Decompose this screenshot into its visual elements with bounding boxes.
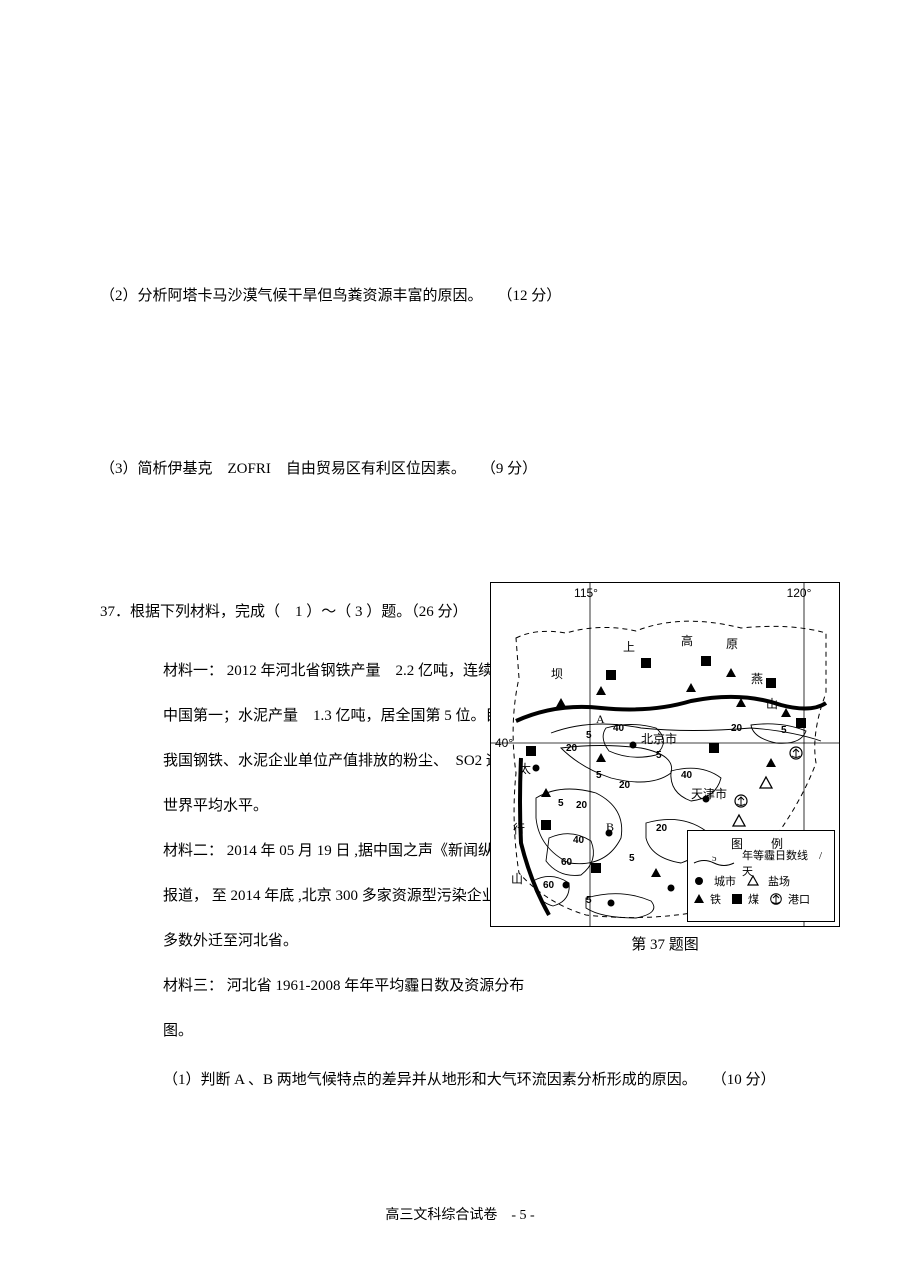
svg-text:行: 行: [513, 822, 525, 836]
legend-salt-label: 盐场: [768, 873, 830, 889]
page-footer: 高三文科综合试卷 - 5 -: [0, 1204, 920, 1224]
svg-text:20: 20: [731, 723, 743, 734]
svg-text:山: 山: [766, 697, 778, 711]
material-2-label: 材料二：: [163, 843, 223, 859]
q36-part2: （2）分析阿塔卡马沙漠气候干旱但鸟粪资源丰富的原因。 （12 分）: [100, 280, 820, 313]
material-1-text: 2012 年河北省钢铁产量 2.2 亿吨，连续 12 年中国第一；水泥产量 1.…: [163, 663, 531, 814]
svg-text:5: 5: [781, 725, 787, 736]
q37-part1: （1）判断 A 、B 两地气候特点的差异并从地形和大气环流因素分析形成的原因。 …: [163, 1064, 820, 1097]
svg-text:5: 5: [596, 770, 602, 781]
legend-row-isoline: 5 年等霾日数线 /天: [692, 854, 830, 872]
svg-text:坝: 坝: [551, 667, 563, 681]
svg-text:上: 上: [623, 640, 635, 654]
material-2: 材料二： 2014 年 05 月 19 日 ,据中国之声《新闻纵横》 报道， 至…: [163, 829, 533, 964]
svg-text:5: 5: [629, 853, 635, 864]
svg-text:北京市: 北京市: [641, 731, 677, 746]
svg-text:5: 5: [558, 798, 564, 809]
svg-text:20: 20: [576, 800, 588, 811]
svg-text:60: 60: [561, 857, 573, 868]
svg-text:燕: 燕: [751, 672, 763, 686]
svg-text:A: A: [596, 712, 605, 726]
legend-port-label: 港口: [788, 891, 830, 907]
svg-text:B: B: [606, 820, 614, 834]
q37-number: 37．: [100, 604, 130, 620]
svg-text:120°: 120°: [787, 586, 812, 600]
material-3-label: 材料三：: [163, 978, 223, 994]
svg-text:5: 5: [586, 895, 592, 906]
material-1: 材料一： 2012 年河北省钢铁产量 2.2 亿吨，连续 12 年中国第一；水泥…: [163, 649, 533, 829]
legend-coal-label: 煤: [748, 891, 764, 907]
map-caption: 第 37 题图: [490, 933, 840, 954]
svg-text:40: 40: [573, 835, 585, 846]
svg-text:40°: 40°: [495, 736, 513, 750]
exam-page: （2）分析阿塔卡马沙漠气候干旱但鸟粪资源丰富的原因。 （12 分） （3）简析伊…: [0, 0, 920, 1274]
material-1-label: 材料一：: [163, 663, 223, 679]
svg-text:原: 原: [726, 637, 738, 651]
svg-text:40: 40: [613, 723, 625, 734]
map-container: 坝上高原燕山北京市天津市太行山AB52040520540205205406060…: [490, 582, 840, 954]
legend-row-city-salt: 城市 盐场: [692, 872, 830, 890]
svg-text:5: 5: [712, 856, 717, 863]
legend-box: 图 例 5 年等霾日数线 /天 城市 盐场 铁 煤 港口: [687, 830, 835, 922]
svg-text:40: 40: [681, 770, 693, 781]
svg-text:20: 20: [656, 823, 668, 834]
svg-text:20: 20: [566, 743, 578, 754]
svg-text:5: 5: [586, 730, 592, 741]
legend-iron-label: 铁: [710, 891, 726, 907]
svg-text:高: 高: [681, 633, 693, 648]
svg-text:山: 山: [511, 872, 523, 886]
q36-part3: （3）简析伊基克 ZOFRI 自由贸易区有利区位因素。 （9 分）: [100, 453, 820, 486]
svg-text:60: 60: [543, 880, 555, 891]
svg-text:5: 5: [656, 750, 662, 761]
map-frame: 坝上高原燕山北京市天津市太行山AB52040520540205205406060…: [490, 582, 840, 927]
svg-text:20: 20: [619, 780, 631, 791]
svg-text:115°: 115°: [574, 586, 598, 600]
legend-row-iron-coal-port: 铁 煤 港口: [692, 890, 830, 908]
q37-stem-text: 根据下列材料，完成（ 1 ）～（ 3 ）题。（26 分）: [130, 604, 468, 620]
legend-city-label: 城市: [714, 873, 742, 889]
material-3: 材料三： 河北省 1961-2008 年年平均霾日数及资源分布图。: [163, 964, 533, 1054]
svg-text:天津市: 天津市: [691, 786, 727, 801]
svg-text:太: 太: [519, 761, 531, 776]
